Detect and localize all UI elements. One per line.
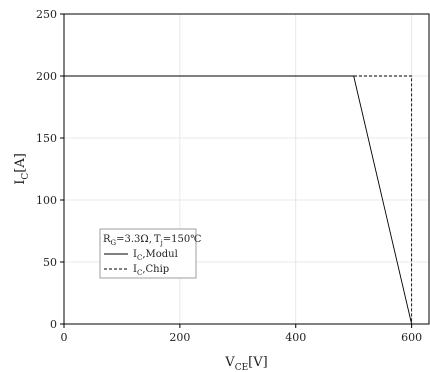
y-axis-label: IC[A]: [13, 153, 31, 185]
legend-entry-modul: IC,Modul: [133, 249, 178, 262]
axis-ticks: 0 200 400 600 0 50 100 150 200 250: [36, 8, 422, 344]
legend-entry-chip: IC,Chip: [133, 264, 169, 277]
series-line-chip: [64, 75, 413, 324]
x-tick-label-200: 200: [169, 331, 190, 344]
y-tick-label-200: 200: [36, 70, 57, 83]
y-tick-label-0: 0: [50, 318, 57, 331]
series-lines: [64, 75, 413, 325]
x-tick-label-400: 400: [285, 331, 306, 344]
x-tick-label-600: 600: [401, 331, 422, 344]
plot-frame: [63, 13, 430, 325]
y-tick-label-250: 250: [36, 8, 57, 21]
y-tick-label-100: 100: [36, 194, 57, 207]
x-axis-label: VCE[V]: [224, 355, 267, 372]
legend-conditions: RG=3.3Ω, Tj=150℃: [103, 234, 201, 247]
legend-box: [99, 228, 197, 279]
legend: RG=3.3Ω, Tj=150℃ IC,Modul IC,Chip: [99, 228, 201, 279]
x-tick-label-0: 0: [61, 331, 68, 344]
y-tick-label-50: 50: [43, 256, 57, 269]
y-tick-label-150: 150: [36, 132, 57, 145]
